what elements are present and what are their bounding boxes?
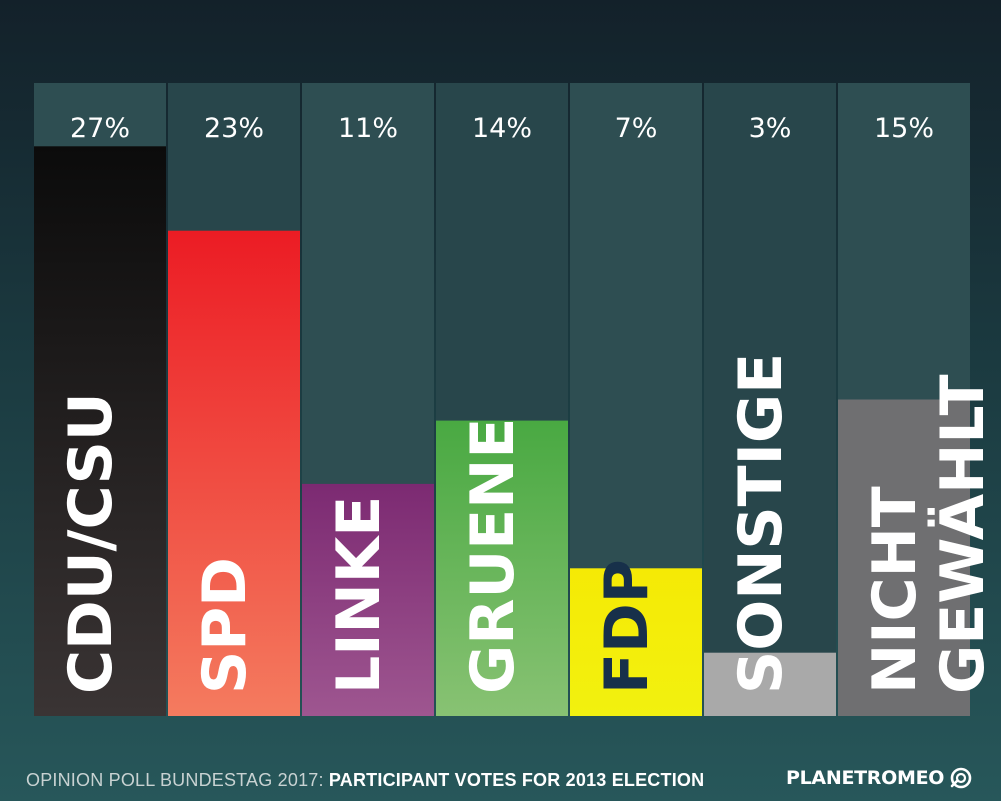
bar-label-nicht-gew-hlt-line-1: NICHT xyxy=(860,486,930,694)
value-label-gruene: 14% xyxy=(472,113,532,144)
footer-caption: OPINION POLL BUNDESTAG 2017: PARTICIPANT… xyxy=(26,770,704,791)
planetromeo-logo-icon xyxy=(950,767,972,789)
value-label-fdp: 7% xyxy=(615,113,658,144)
bar-label-fdp: FDP xyxy=(592,559,662,694)
bar-spd xyxy=(168,230,300,716)
value-label-cdu-csu: 27% xyxy=(70,113,130,144)
footer-bold-text: PARTICIPANT VOTES FOR 2013 ELECTION xyxy=(328,770,705,790)
value-label-spd: 23% xyxy=(204,113,264,144)
bar-label-linke: LINKE xyxy=(324,496,394,694)
bar-label-cdu-csu: CDU/CSU xyxy=(56,392,126,694)
bar-label-sonstige: SONSTIGE xyxy=(726,353,796,694)
bar-sonstige xyxy=(704,652,836,716)
value-label-linke: 11% xyxy=(338,113,398,144)
bar-label-spd: SPD xyxy=(190,557,260,694)
bar-linke xyxy=(302,483,434,716)
bar-label-gruene: GRUENE xyxy=(458,418,528,694)
value-label-nicht-gew-hlt: 15% xyxy=(874,113,934,144)
bar-cdu-csu xyxy=(34,146,166,717)
bar-gruene xyxy=(436,420,568,716)
value-labels: 27% 23% 11% 14% 7% 3% 15% xyxy=(70,113,934,144)
bar-nicht-gew-hlt xyxy=(838,399,970,716)
brand-logo: PLANETROMEO xyxy=(786,766,973,790)
value-label-sonstige: 3% xyxy=(749,113,792,144)
footer-prefix: OPINION POLL BUNDESTAG 2017: xyxy=(26,770,329,790)
column-bg-sonstige xyxy=(704,83,836,716)
bar-fdp xyxy=(570,568,702,716)
bar-labels: CDU/CSU SPD LINKE GRUENE FDP SONSTIGE NICHTGEW… xyxy=(56,353,998,694)
brand-name: PLANETROMEO xyxy=(786,767,945,789)
bars xyxy=(34,146,970,717)
bar-label-nicht-gew-hlt-line-2: GEWÄHLT xyxy=(926,374,998,694)
